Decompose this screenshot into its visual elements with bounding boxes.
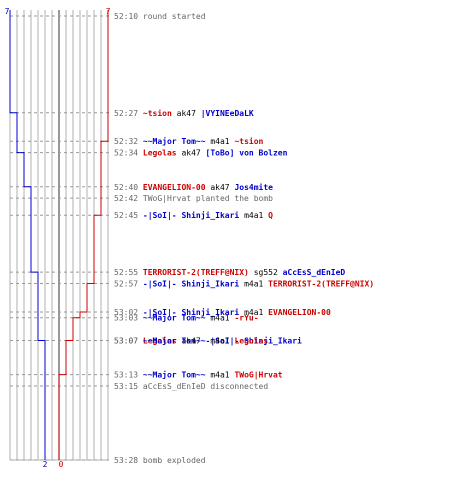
event-weapon: ak47	[177, 336, 201, 345]
event-weapon: ak47	[206, 183, 230, 192]
event-player: ~tsion	[138, 108, 172, 118]
event-time: 52:27	[114, 109, 138, 118]
event-player: -|SoI|- Shinji_Ikari	[138, 279, 239, 289]
event-row: 52:10 round started	[114, 12, 206, 21]
event-row: 52:40 EVANGELION-00 ak47 Jos4mite	[114, 182, 273, 192]
event-time: 53:07	[114, 336, 138, 345]
event-time: 52:40	[114, 183, 138, 192]
event-player: aCcEsS_dEnIeD	[278, 268, 346, 277]
event-weapon: sg552	[249, 268, 278, 277]
event-weapon: m4a1	[206, 336, 230, 345]
event-row: 53:03 ~~Major Tom~~ m4a1 -rYu-	[114, 313, 259, 323]
event-message: round started	[138, 12, 206, 21]
event-row: 52:57 -|SoI|- Shinji_Ikari m4a1 TERRORIS…	[114, 279, 374, 289]
t-start-count: 7	[106, 7, 111, 16]
ct-start-count: 7	[5, 7, 10, 16]
event-player: Legolas	[230, 336, 269, 345]
event-time: 53:15	[114, 382, 138, 391]
event-time: 52:32	[114, 137, 138, 146]
event-row: 52:34 Legolas ak47 [ToBo] von Bolzen	[114, 149, 288, 158]
event-weapon: m4a1	[206, 371, 230, 380]
event-row: 53:15 aCcEsS_dEnIeD disconnected	[114, 382, 268, 391]
event-player: |VYINEeDaLK	[196, 109, 254, 118]
event-row: 53:02 -|SoI|- Shinji_Ikari m4a1 EVANGELI…	[114, 307, 331, 317]
event-message: aCcEsS_dEnIeD disconnected	[138, 382, 268, 391]
event-player: EVANGELION-00	[263, 308, 331, 317]
event-player: TERRORIST-2(TREFF@NIX)	[263, 280, 374, 289]
event-player: TERRORIST-2(TREFF@NIX)	[138, 268, 249, 277]
event-time: 52:55	[114, 268, 138, 277]
event-row: 52:42 TWoG|Hrvat planted the bomb	[114, 194, 273, 203]
event-player: ~~Major Tom~~	[138, 136, 206, 146]
event-player: ~~Major Tom~~	[138, 335, 206, 345]
event-weapon: m4a1	[239, 211, 263, 220]
event-time: 52:45	[114, 211, 138, 220]
ct-alive-line	[9, 10, 46, 460]
event-player: ~~Major Tom~~	[138, 313, 206, 323]
t-alive-line	[58, 10, 109, 460]
event-row: 52:45 -|SoI|- Shinji_Ikari m4a1 Q	[114, 210, 273, 220]
event-time: 52:42	[114, 194, 138, 203]
event-player: Q	[263, 211, 273, 220]
event-row: 53:28 bomb exploded	[114, 456, 206, 465]
event-time: 53:02	[114, 308, 138, 317]
event-time: 53:03	[114, 314, 138, 323]
event-weapon: m4a1	[239, 280, 263, 289]
event-player: ~~Major Tom~~	[138, 370, 206, 380]
event-row: 52:27 ~tsion ak47 |VYINEeDaLK	[114, 108, 254, 118]
event-row: 53:07 ~~Major Tom~~ m4a1 Legolas	[114, 335, 268, 345]
event-weapon: ak47	[172, 109, 196, 118]
event-player: Legolas	[138, 336, 177, 345]
event-message: TWoG|Hrvat planted the bomb	[138, 194, 273, 203]
event-weapon: m4a1	[206, 314, 230, 323]
event-time: 53:07	[114, 336, 138, 345]
event-player: -rYu-	[230, 314, 259, 323]
event-weapon: m4a1	[239, 308, 263, 317]
ct-end-count: 2	[43, 460, 48, 469]
event-time: 52:34	[114, 149, 138, 158]
event-weapon: ak47	[177, 149, 201, 158]
event-row: 52:32 ~~Major Tom~~ m4a1 ~tsion	[114, 136, 264, 146]
event-layer: 52:10 round started 52:27 ~tsion ak47 |VY…	[10, 12, 374, 465]
event-row: 52:55 TERRORIST-2(TREFF@NIX) sg552 aCcEs…	[114, 268, 345, 277]
event-time: 53:13	[114, 371, 138, 380]
t-end-count: 0	[59, 460, 64, 469]
event-player: -|SoI|- Shinji_Ikari	[138, 210, 239, 220]
event-row: 53:07 Legolas ak47 -|SoI|- Shinji_Ikari	[114, 335, 302, 345]
event-player: TWoG|Hrvat	[230, 371, 283, 380]
event-player: -|SoI|- Shinji_Ikari	[201, 335, 302, 345]
event-player: EVANGELION-00	[138, 183, 206, 192]
event-time: 52:10	[114, 12, 138, 21]
event-player: Jos4mite	[230, 182, 274, 192]
event-message: bomb exploded	[138, 456, 206, 465]
event-row: 53:13 ~~Major Tom~~ m4a1 TWoG|Hrvat	[114, 370, 283, 380]
event-player: Legolas	[138, 149, 177, 158]
event-time: 52:57	[114, 280, 138, 289]
event-player: ~tsion	[230, 136, 264, 146]
event-weapon: m4a1	[206, 137, 230, 146]
event-player: -|SoI|- Shinji_Ikari	[138, 307, 239, 317]
event-time: 53:28	[114, 456, 138, 465]
event-player: [ToBo] von Bolzen	[201, 149, 288, 158]
line-layer	[9, 10, 109, 460]
